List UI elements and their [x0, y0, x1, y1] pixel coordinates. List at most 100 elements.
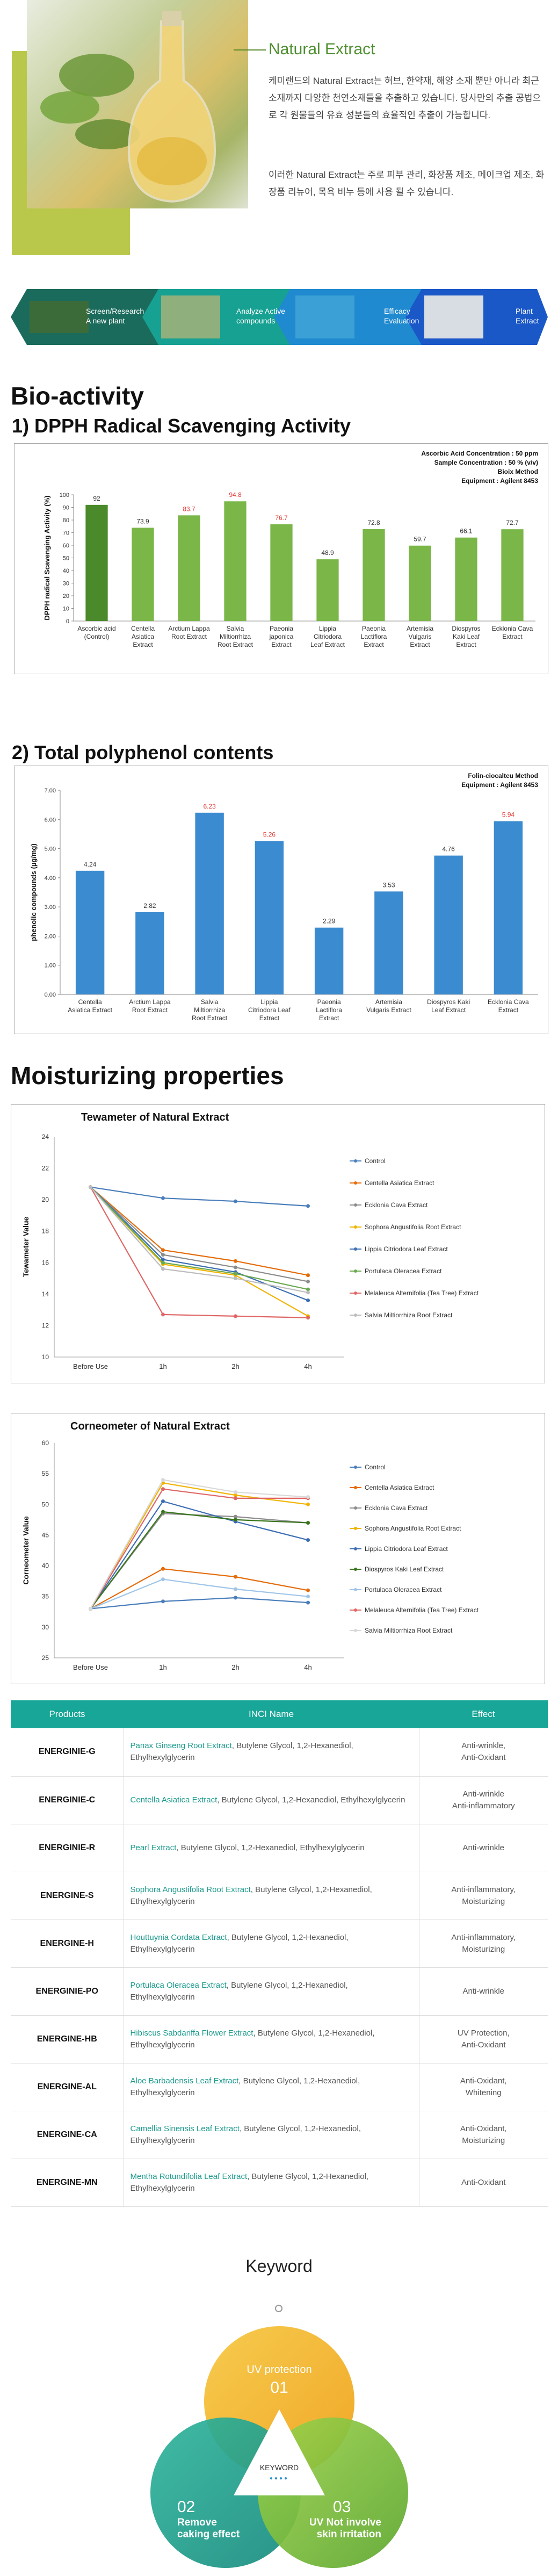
legend-marker: [354, 1466, 357, 1469]
inci-name: Panax Ginseng Root Extract, Butylene Gly…: [123, 1728, 419, 1776]
chart-note: Bioix Method: [498, 468, 538, 475]
product-name: ENERGINE-S: [40, 1890, 94, 1900]
data-point: [234, 1259, 237, 1263]
x-tick-label: Extract: [271, 641, 292, 648]
oil-bottle-illustration: [40, 11, 216, 203]
legend-label: Salvia Miltiorrhiza Root Extract: [365, 1627, 453, 1634]
inci-name: Sophora Angustifolia Root Extract, Butyl…: [123, 1872, 419, 1920]
x-tick-label: Ascorbic acid: [77, 625, 115, 632]
process-strip: Screen/Research A new plant Analyze Acti…: [11, 285, 548, 349]
chart-note: Ascorbic Acid Concentration : 50 ppm: [421, 450, 538, 457]
data-point: [234, 1496, 237, 1500]
y-tick-label: 22: [42, 1165, 49, 1172]
y-tick-label: 40: [42, 1562, 49, 1570]
legend-marker: [354, 1159, 357, 1163]
legend-marker: [354, 1506, 357, 1510]
data-point: [234, 1314, 237, 1318]
data-point: [161, 1312, 165, 1317]
product-name: ENERGINE-HB: [37, 2034, 97, 2044]
bar: [132, 528, 154, 621]
x-tick-label: Ecklonia Cava: [488, 998, 529, 1006]
data-point: [306, 1273, 310, 1278]
process-arrows: [11, 289, 548, 345]
x-tick-label: Root Extract: [218, 641, 253, 648]
inci-name: Portulaca Oleracea Extract, Butylene Gly…: [123, 1967, 419, 2015]
product-name: ENERGINIE-PO: [35, 1986, 98, 1996]
x-tick-label: Paeonia: [362, 625, 386, 632]
data-label: 5.26: [263, 831, 276, 838]
legend-label: Centella Asiatica Extract: [365, 1179, 434, 1187]
keyword-diagram: KEYWORD ●●●● UV protection 01 02 Remove …: [145, 2315, 414, 2573]
process-step-1: Screen/Research A new plant: [86, 307, 144, 325]
dpph-chart-panel: Ascorbic Acid Concentration : 50 ppm Samp…: [14, 443, 548, 674]
x-tick-label: Extract: [319, 1014, 339, 1022]
x-tick-label: Extract: [456, 641, 476, 648]
keyword-small-icon: [275, 2305, 282, 2312]
table-row: ENERGINE-HB Hibiscus Sabdariffa Flower Ex…: [11, 2015, 548, 2063]
series-line: [90, 1511, 308, 1610]
tewameter-chart-panel: Tewameter of Natural Extract Tewameter Va…: [11, 1104, 545, 1383]
chart-note: Equipment : Agilent 8453: [461, 477, 538, 485]
y-tick-label: 45: [42, 1531, 49, 1539]
x-tick-label: Diospyros Kaki: [427, 998, 470, 1006]
corneometer-chart: Corneometer of Natural Extract Corneomete…: [21, 1420, 479, 1671]
data-point: [234, 1596, 237, 1600]
series-line: [90, 1186, 308, 1207]
y-tick-label: 55: [42, 1470, 49, 1477]
bar: [135, 912, 164, 994]
table-row: ENERGINE-AL Aloe Barbadensis Leaf Extract…: [11, 2063, 548, 2111]
x-tick-label: Lactiflora: [316, 1006, 342, 1014]
data-point: [161, 1499, 165, 1504]
y-axis-label: Tewameter Value: [21, 1217, 30, 1278]
series-line: [90, 1186, 308, 1282]
y-tick-label: 4.00: [45, 875, 56, 882]
x-tick-label: Leaf Extract: [310, 641, 345, 648]
data-point: [161, 1487, 165, 1491]
y-tick-label: 5.00: [45, 846, 56, 853]
product-name: ENERGINIE-R: [39, 1843, 96, 1852]
y-tick-label: 24: [42, 1133, 49, 1141]
legend-marker: [354, 1568, 357, 1571]
legend-label: Control: [365, 1463, 386, 1471]
data-label: 94.8: [229, 491, 242, 499]
inci-name: Camellia Sinensis Leaf Extract, Butylene…: [123, 2111, 419, 2159]
data-label: 66.1: [460, 528, 473, 535]
legend-marker: [354, 1203, 357, 1207]
bar: [494, 821, 523, 994]
y-axis-label: DPPH radical Scavenging Activity (%): [43, 495, 51, 620]
effect: Anti-wrinkle: [462, 1986, 505, 1996]
y-tick-label: 6.00: [45, 817, 56, 823]
table-row: ENERGINE-S Sophora Angustifolia Root Extr…: [11, 1872, 548, 1920]
x-tick-label: 2h: [231, 1663, 239, 1671]
x-tick-label: Miltiorrhiza: [194, 1006, 225, 1014]
legend-marker: [354, 1588, 357, 1591]
legend-marker: [354, 1608, 357, 1612]
product-table: Products INCI Name Effect ENERGINIE-G Pan…: [11, 1700, 548, 2207]
legend-label: Control: [365, 1157, 386, 1165]
legend-label: Portulaca Oleracea Extract: [365, 1267, 442, 1275]
corneometer-chart-panel: Corneometer of Natural Extract Corneomete…: [11, 1413, 545, 1684]
x-tick-label: Extract: [133, 641, 153, 648]
bioactivity-heading: Bio-activity: [11, 382, 144, 410]
x-tick-label: Lactiflora: [361, 633, 387, 640]
y-tick-label: 50: [42, 1500, 49, 1508]
series-line: [90, 1488, 308, 1610]
inci-name: Pearl Extract, Butylene Glycol, 1,2-Hexa…: [123, 1824, 419, 1872]
data-label: 72.8: [367, 519, 380, 526]
x-tick-label: Miltiorrhiza: [220, 633, 251, 640]
data-point: [161, 1257, 165, 1261]
data-point: [306, 1290, 310, 1295]
x-tick-label: 1h: [159, 1663, 166, 1671]
inci-highlight: Portulaca Oleracea Extract: [130, 1980, 227, 1990]
bar: [434, 855, 463, 994]
table-row: ENERGINE-CA Camellia Sinensis Leaf Extrac…: [11, 2111, 548, 2159]
y-tick-label: 20: [42, 1196, 49, 1203]
bar: [409, 545, 431, 621]
y-tick-label: 30: [42, 1623, 49, 1631]
x-tick-label: Extract: [502, 633, 523, 640]
inci-rest: , Butylene Glycol, 1,2-Hexanediol, Ethyl…: [130, 1932, 349, 1954]
y-tick-label: 50: [63, 555, 69, 562]
polyphenol-heading: 2) Total polyphenol contents: [12, 741, 274, 763]
series-line: [90, 1186, 308, 1290]
x-tick-label: Salvia: [227, 625, 244, 632]
